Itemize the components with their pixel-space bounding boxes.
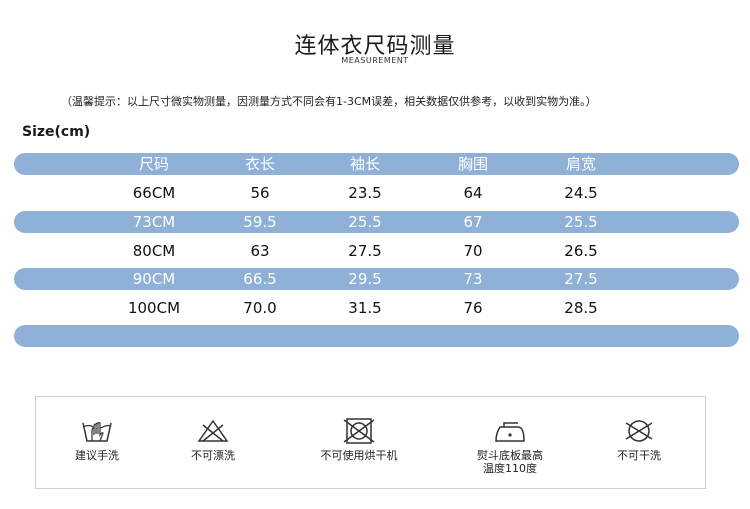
size-unit-label: Size(cm) [22,124,91,140]
care-item-no-bleach: 不可漂洗 [143,417,283,462]
table-cell: 100CM [127,299,181,317]
table-cell: 28.5 [564,299,598,317]
care-label: 不可使用烘干机 [320,449,398,462]
page-title: 连体衣尺码测量 [294,34,456,59]
table-row: 90CM 66.5 29.5 73 27.5 [14,268,739,290]
header-shoulder: 肩宽 [565,155,596,173]
table-cell: 67 [463,213,483,231]
table-cell: 26.5 [564,242,598,260]
care-label: 不可漂洗 [191,449,235,462]
table-cell: 73 [463,270,483,288]
care-item-hand-wash: 建议手洗 [27,417,167,462]
table-cell: 25.5 [348,213,382,231]
header-sleeve: 袖长 [349,155,380,173]
care-item-no-dry-clean: 不可干洗 [569,417,709,462]
header-chest: 胸围 [457,155,488,173]
no-tumble-dry-icon [343,418,375,444]
header-length: 衣长 [244,155,275,173]
table-cell: 76 [463,299,483,317]
table-cell: 63 [250,242,270,260]
table-cell: 66CM [132,184,176,202]
table-cell: 90CM [132,270,176,288]
care-label: 不可干洗 [617,449,661,462]
table-cell: 25.5 [564,213,598,231]
hand-wash-icon [82,422,112,442]
table-cell: 59.5 [243,213,277,231]
care-label: 熨斗底板最高 温度110度 [477,449,543,475]
table-row: 73CM 59.5 25.5 67 25.5 [14,211,739,233]
no-dry-clean-icon [625,420,653,442]
table-cell: 73CM [132,213,176,231]
care-item-iron: 熨斗底板最高 温度110度 [440,417,580,475]
care-instructions-box: 建议手洗 不可漂洗 不可使用烘干机 熨斗底板最高 温度110度 不可干洗 [35,396,706,489]
table-cell: 80CM [132,242,176,260]
table-row: 100CM 70.0 31.5 76 28.5 [14,297,739,319]
iron-max-110-icon [495,422,525,442]
table-cell: 66.5 [243,270,277,288]
table-cell: 27.5 [348,242,382,260]
table-cell: 27.5 [564,270,598,288]
table-row: 80CM 63 27.5 70 26.5 [14,240,739,262]
table-footer-band [14,325,739,347]
table-cell: 70 [463,242,483,260]
no-bleach-icon [197,419,229,442]
table-cell: 31.5 [348,299,382,317]
care-label: 建议手洗 [75,449,119,462]
care-item-no-tumble-dry: 不可使用烘干机 [289,417,429,462]
table-header-row: 尺码 衣长 袖长 胸围 肩宽 [14,153,739,175]
measurement-note: （温馨提示：以上尺寸微实物测量，因测量方式不同会有1-3CM误差，相关数据仅供参… [61,95,597,108]
table-cell: 64 [463,184,483,202]
table-cell: 24.5 [564,184,598,202]
table-cell: 70.0 [243,299,277,317]
table-cell: 56 [250,184,270,202]
table-cell: 23.5 [348,184,382,202]
header-size: 尺码 [138,155,169,173]
page-subtitle: MEASUREMENT [341,56,409,65]
table-row: 66CM 56 23.5 64 24.5 [14,182,739,204]
table-cell: 29.5 [348,270,382,288]
